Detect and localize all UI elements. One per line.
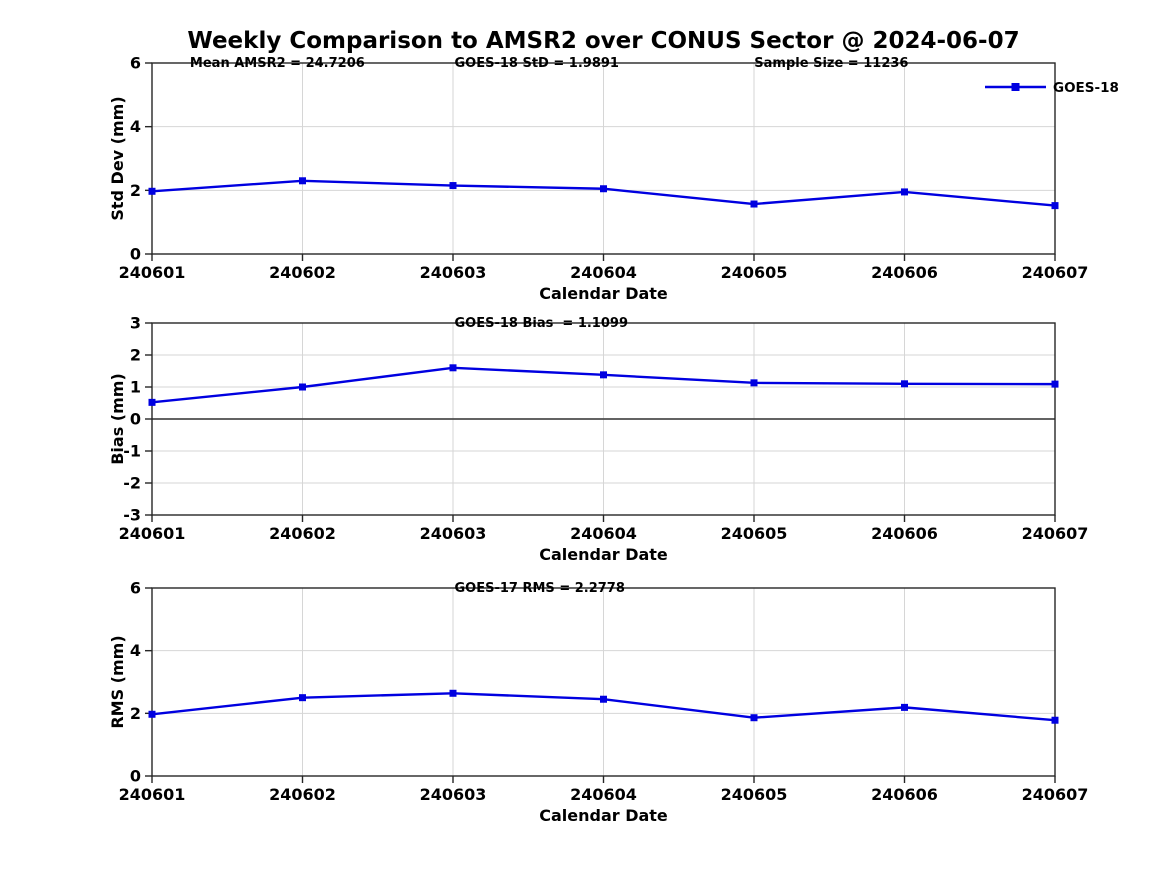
y-tick-label: -2	[123, 474, 141, 493]
subplot-bias: 240601 240602 240603 240604 240605 240606 2406…	[108, 314, 1088, 565]
y-tick-label: 0	[130, 410, 141, 429]
data-point-marker	[1051, 202, 1059, 210]
x-tick-label: 240605	[721, 785, 788, 804]
data-point-marker	[1051, 380, 1059, 388]
data-point-marker	[750, 379, 758, 387]
x-axis-label: Calendar Date	[539, 806, 668, 825]
annotation: GOES-18 StD = 1.9891	[455, 56, 619, 71]
x-tick-label: 240607	[1022, 263, 1089, 282]
data-point-marker	[901, 188, 908, 196]
x-tick-label: 240603	[420, 785, 487, 804]
x-tick-label: 240607	[1022, 524, 1089, 543]
data-point-marker	[449, 182, 457, 190]
y-tick-label: 6	[130, 54, 141, 73]
x-tick-label: 240607	[1022, 785, 1089, 804]
x-tick-label: 240601	[119, 524, 186, 543]
data-point-marker	[449, 364, 457, 372]
y-tick-label: 1	[130, 378, 141, 397]
data-point-marker	[750, 200, 758, 208]
y-tick-label: 4	[130, 641, 141, 660]
x-tick-label: 240604	[570, 263, 637, 282]
y-tick-label: 0	[130, 767, 141, 786]
y-tick-label: 2	[130, 181, 141, 200]
data-point-marker	[148, 187, 156, 195]
x-tick-label: 240601	[119, 785, 186, 804]
data-point-marker	[148, 710, 156, 718]
x-tick-label: 240604	[570, 524, 637, 543]
y-tick-label: 4	[130, 117, 141, 136]
x-tick-label: 240602	[269, 263, 336, 282]
figure-title: Weekly Comparison to AMSR2 over CONUS Se…	[187, 28, 1020, 54]
data-point-marker	[600, 695, 607, 703]
x-tick-label: 240604	[570, 785, 637, 804]
data-point-marker	[299, 177, 306, 185]
x-tick-label: 240605	[721, 524, 788, 543]
x-tick-label: 240606	[871, 785, 938, 804]
data-point-marker	[901, 703, 908, 711]
legend-marker	[1011, 83, 1020, 91]
x-tick-label: 240606	[871, 263, 938, 282]
data-point-marker	[299, 694, 306, 702]
y-axis-label: RMS (mm)	[108, 635, 127, 728]
legend: GOES-18	[985, 80, 1119, 96]
x-tick-label: 240601	[119, 263, 186, 282]
data-point-marker	[449, 689, 457, 697]
y-tick-label: 2	[130, 346, 141, 365]
legend-label: GOES-18	[1053, 80, 1119, 96]
y-tick-label: -1	[123, 442, 141, 461]
x-axis-label: Calendar Date	[539, 284, 668, 303]
data-point-marker	[148, 398, 156, 406]
annotation: Mean AMSR2 = 24.7206	[190, 56, 365, 71]
x-tick-label: 240602	[269, 524, 336, 543]
y-axis-label: Std Dev (mm)	[108, 96, 127, 220]
data-point-marker	[1051, 716, 1059, 724]
data-point-marker	[600, 371, 607, 379]
y-tick-label: 6	[130, 579, 141, 598]
y-tick-label: 3	[130, 314, 141, 333]
annotation: Sample Size = 11236	[754, 56, 908, 71]
x-tick-label: 240606	[871, 524, 938, 543]
data-point-marker	[600, 185, 607, 193]
subplot-rms: 240601 240602 240603 240604 240605 240606 2406…	[108, 579, 1088, 826]
y-axis-label: Bias (mm)	[108, 373, 127, 465]
x-tick-label: 240605	[721, 263, 788, 282]
annotation: GOES-18 Bias = 1.1099	[455, 316, 629, 331]
y-tick-label: 0	[130, 245, 141, 264]
data-point-marker	[750, 714, 758, 722]
x-tick-label: 240602	[269, 785, 336, 804]
subplot-std-dev: 240601 240602 240603 240604 240605 240606 2406…	[108, 54, 1119, 304]
x-axis-label: Calendar Date	[539, 545, 668, 564]
x-tick-label: 240603	[420, 263, 487, 282]
annotation: GOES-17 RMS = 2.2778	[455, 581, 625, 596]
y-tick-label: -3	[123, 506, 141, 525]
y-tick-label: 2	[130, 704, 141, 723]
data-point-marker	[901, 380, 908, 388]
data-point-marker	[299, 383, 306, 391]
x-tick-label: 240603	[420, 524, 487, 543]
